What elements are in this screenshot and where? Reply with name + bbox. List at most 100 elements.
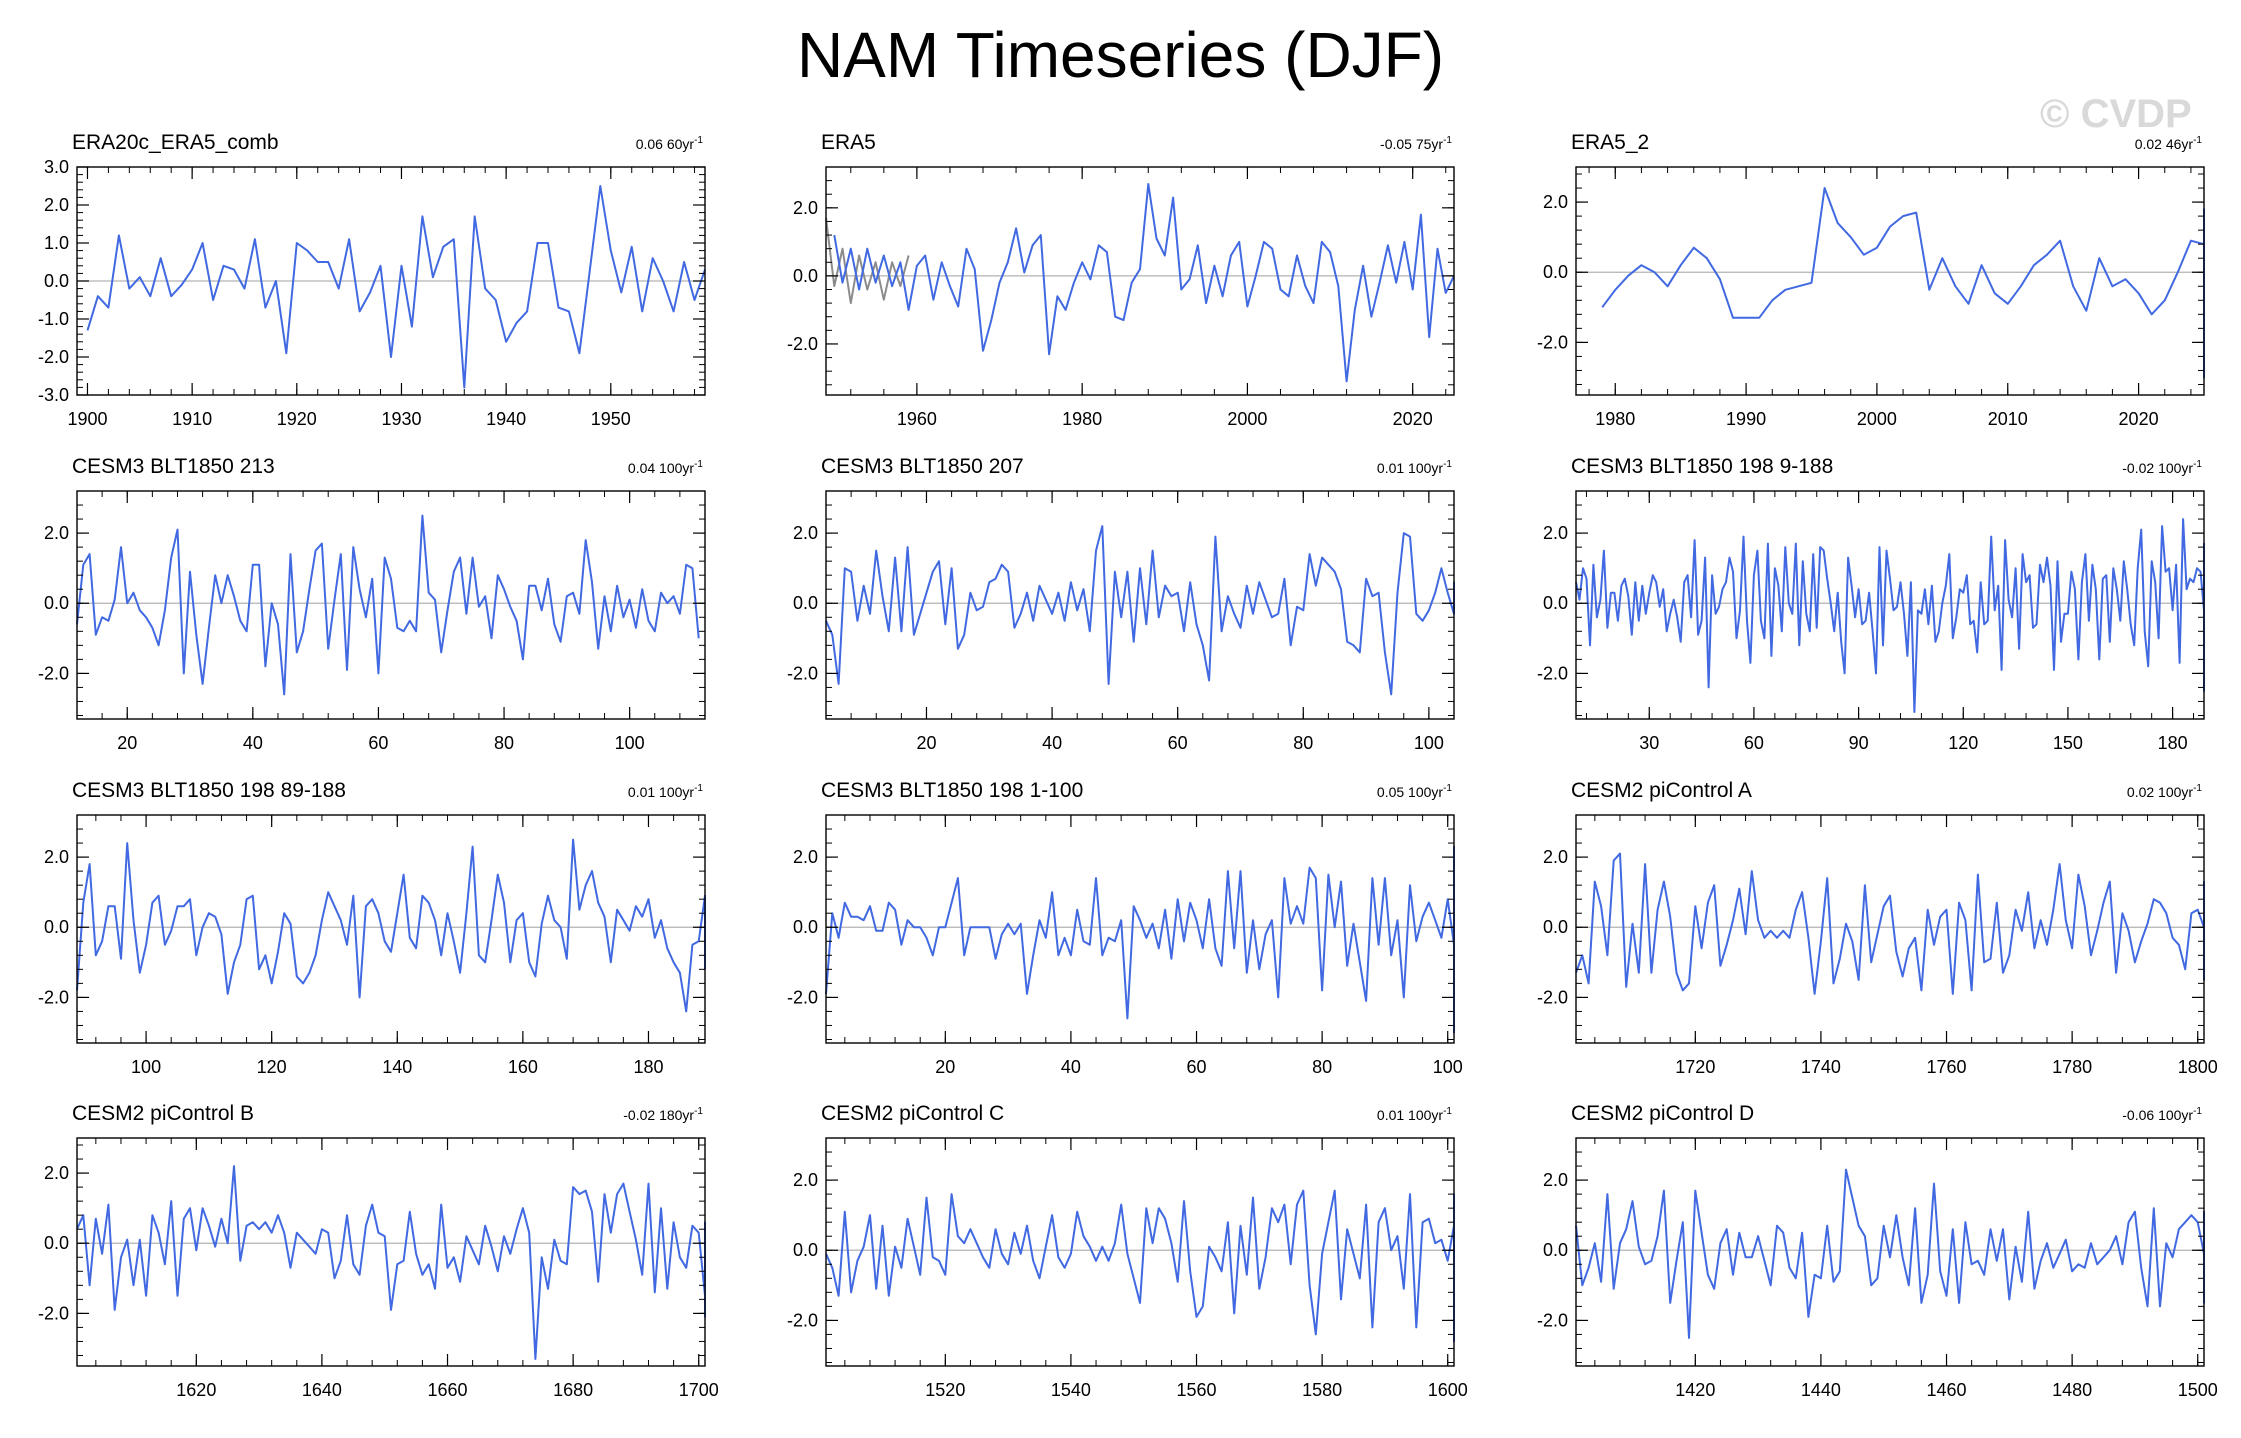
plot-frame <box>825 490 1455 720</box>
series-line <box>1575 1168 2205 1339</box>
x-tick-label: 180 <box>2158 733 2188 753</box>
y-tick-label: 0.0 <box>1543 593 1568 613</box>
series-line <box>833 183 1455 383</box>
x-tick-label: 1960 <box>897 409 937 429</box>
panel-11: CESM2 piControl C 0.01 100yr-1 -2.0 0.0 2.0 1… <box>787 1102 1468 1400</box>
x-tick-label: 1980 <box>1595 409 1635 429</box>
trend-label: 0.01 100yr-1 <box>1377 459 1453 476</box>
y-tick-label: 0.0 <box>793 593 818 613</box>
panel-title: CESM3 BLT1850 213 <box>72 455 275 478</box>
y-tick-label: 2.0 <box>1543 192 1568 212</box>
series-line <box>86 185 706 389</box>
trend-label: 0.05 100yr-1 <box>1377 783 1453 800</box>
x-tick-label: 1440 <box>1801 1380 1841 1400</box>
y-tick-label: 2.0 <box>793 847 818 867</box>
panel-6: CESM3 BLT1850 198 9-188 -0.02 100yr-1 -2.0… <box>1537 455 2205 753</box>
y-tick-label: 0.0 <box>793 917 818 937</box>
x-tick-label: 60 <box>1187 1057 1207 1077</box>
x-tick-label: 1460 <box>1926 1380 1966 1400</box>
x-tick-label: 1800 <box>2178 1057 2218 1077</box>
panel-4: CESM3 BLT1850 213 0.04 100yr-1 -2.0 0.0 2.0 2… <box>38 455 706 753</box>
x-tick-label: 80 <box>1312 1057 1332 1077</box>
x-tick-label: 60 <box>368 733 388 753</box>
panel-title: CESM3 BLT1850 207 <box>821 455 1024 478</box>
x-tick-label: 80 <box>494 733 514 753</box>
x-tick-label: 2020 <box>2119 409 2159 429</box>
x-tick-label: 1900 <box>67 409 107 429</box>
watermark: © CVDP <box>2040 92 2192 136</box>
x-tick-label: 90 <box>1849 733 1869 753</box>
y-tick-label: -1.0 <box>38 309 69 329</box>
y-tick-label: 1.0 <box>44 233 69 253</box>
x-tick-label: 160 <box>508 1057 538 1077</box>
y-tick-label: 0.0 <box>44 271 69 291</box>
x-tick-label: 1580 <box>1302 1380 1342 1400</box>
plot-frame <box>1575 814 2205 1044</box>
x-tick-label: 30 <box>1639 733 1659 753</box>
x-tick-label: 1980 <box>1062 409 1102 429</box>
y-tick-label: 2.0 <box>44 847 69 867</box>
y-tick-label: 2.0 <box>1543 847 1568 867</box>
trend-label: 0.06 60yr-1 <box>636 135 704 152</box>
plot-frame <box>825 814 1455 1044</box>
panel-1: ERA20c_ERA5_comb 0.06 60yr-1 -3.0 -2.0 -1.0 0… <box>38 131 706 429</box>
x-tick-label: 20 <box>935 1057 955 1077</box>
x-tick-label: 60 <box>1168 733 1188 753</box>
x-tick-label: 2010 <box>1988 409 2028 429</box>
panel-10: CESM2 piControl B -0.02 180yr-1 -2.0 0.0 2.0… <box>38 1102 719 1400</box>
series-line <box>76 838 706 1013</box>
x-tick-label: 1700 <box>679 1380 719 1400</box>
x-tick-label: 1740 <box>1801 1057 1841 1077</box>
x-tick-label: 20 <box>916 733 936 753</box>
y-tick-label: 2.0 <box>44 523 69 543</box>
panel-3: ERA5_2 0.02 46yr-1 -2.0 0.0 2.0 1980 1990 2000 2… <box>1537 131 2205 429</box>
x-tick-label: 1640 <box>302 1380 342 1400</box>
y-tick-label: 0.0 <box>1543 917 1568 937</box>
x-tick-label: 1780 <box>2052 1057 2092 1077</box>
panel-title: CESM3 BLT1850 198 9-188 <box>1571 455 1833 478</box>
x-tick-label: 1940 <box>486 409 526 429</box>
y-tick-label: -2.0 <box>38 663 69 683</box>
x-tick-label: 1600 <box>1428 1380 1468 1400</box>
series-line <box>1575 852 2205 995</box>
x-tick-label: 1660 <box>427 1380 467 1400</box>
y-tick-label: 2.0 <box>1543 1170 1568 1190</box>
x-tick-label: 1520 <box>925 1380 965 1400</box>
y-tick-label: 0.0 <box>44 917 69 937</box>
y-tick-label: 0.0 <box>793 1240 818 1260</box>
y-tick-label: -2.0 <box>38 1303 69 1323</box>
x-tick-label: 1480 <box>2052 1380 2092 1400</box>
panel-9: CESM2 piControl A 0.02 100yr-1 -2.0 0.0 2.0 1… <box>1537 779 2218 1077</box>
y-tick-label: -2.0 <box>787 334 818 354</box>
plot-frame <box>76 490 706 720</box>
x-tick-label: 60 <box>1744 733 1764 753</box>
x-tick-label: 1950 <box>591 409 631 429</box>
panel-title: CESM2 piControl B <box>72 1102 254 1125</box>
x-tick-label: 1910 <box>172 409 212 429</box>
panel-title: ERA5 <box>821 131 876 154</box>
y-tick-label: 2.0 <box>1543 523 1568 543</box>
trend-label: 0.01 100yr-1 <box>628 783 704 800</box>
x-tick-label: 100 <box>1414 733 1444 753</box>
panel-title: CESM2 piControl C <box>821 1102 1004 1125</box>
x-tick-label: 2000 <box>1857 409 1897 429</box>
y-tick-label: 2.0 <box>44 195 69 215</box>
x-tick-label: 1990 <box>1726 409 1766 429</box>
y-tick-label: -2.0 <box>787 1310 818 1330</box>
y-tick-label: 0.0 <box>1543 1240 1568 1260</box>
series-line <box>825 845 1455 1034</box>
y-tick-label: 2.0 <box>793 198 818 218</box>
trend-label: 0.01 100yr-1 <box>1377 1106 1453 1123</box>
x-tick-label: 40 <box>1042 733 1062 753</box>
y-tick-label: 2.0 <box>793 1170 818 1190</box>
x-tick-label: 2020 <box>1393 409 1433 429</box>
series-line <box>76 1165 706 1360</box>
y-tick-label: 0.0 <box>44 593 69 613</box>
y-tick-label: 0.0 <box>793 266 818 286</box>
figure-title: NAM Timeseries (DJF) <box>796 19 1445 91</box>
x-tick-label: 120 <box>257 1057 287 1077</box>
x-tick-label: 140 <box>382 1057 412 1077</box>
plot-frame <box>1575 166 2205 396</box>
trend-label: -0.05 75yr-1 <box>1380 135 1452 152</box>
